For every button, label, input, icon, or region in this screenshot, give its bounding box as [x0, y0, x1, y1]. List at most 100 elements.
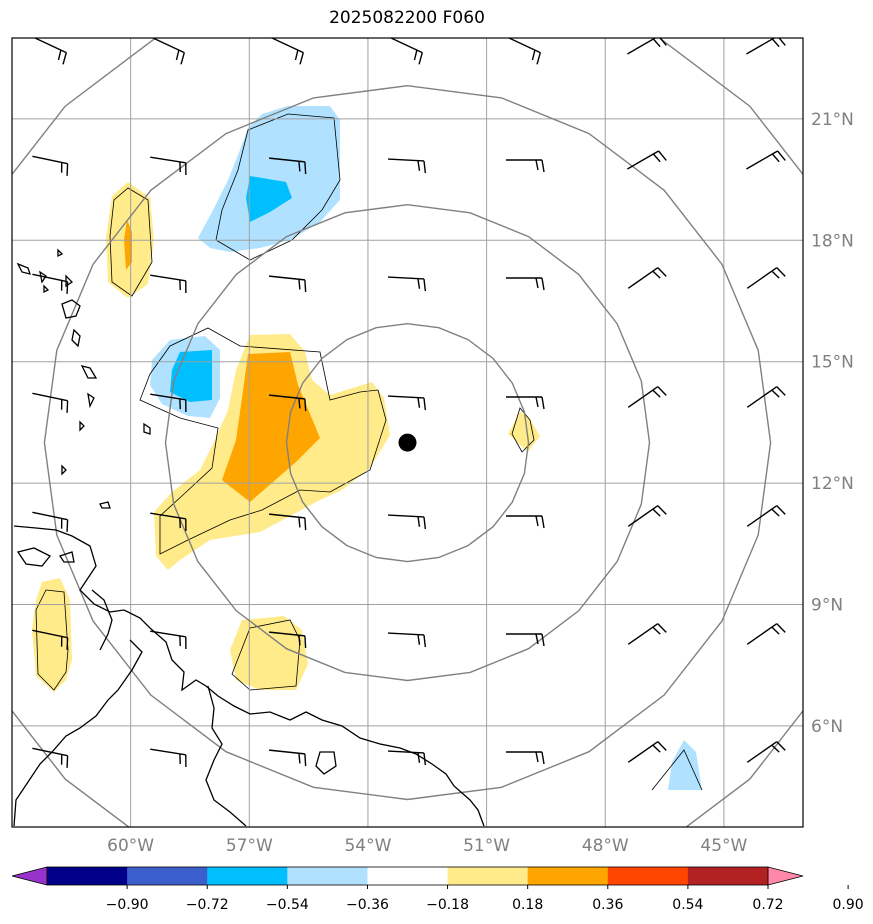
wind-barbs — [32, 38, 786, 768]
coast-islands-1 — [16, 248, 74, 294]
lat-tick-label: 21°N — [811, 110, 854, 130]
wind-barb — [746, 505, 786, 527]
contour-west — [139, 327, 387, 555]
wind-barb — [269, 157, 307, 175]
coast-islands-2 — [58, 299, 151, 563]
wind-barb — [627, 38, 667, 55]
wind-barb — [506, 515, 545, 529]
lon-tick-label: 45°W — [700, 836, 747, 856]
lat-tick-label: 6°N — [811, 717, 843, 737]
map-frame — [11, 37, 804, 828]
wind-barb — [627, 623, 667, 645]
wind-barb — [387, 750, 427, 766]
map-title: 2025082200 F060 — [329, 8, 485, 28]
coast-river-north — [91, 589, 113, 651]
colorbar-label: −0.90 — [106, 897, 149, 913]
wind-barb — [746, 38, 786, 55]
lon-tick-label: 51°W — [463, 836, 510, 856]
fill-negative-light-north — [198, 106, 340, 252]
wind-barb — [32, 629, 69, 650]
colorbar-segment — [367, 867, 449, 885]
anomaly-contours — [35, 113, 703, 791]
colorbar-segment — [447, 867, 529, 885]
lat-lon-gridlines — [12, 38, 803, 827]
wind-barb — [627, 505, 667, 527]
wind-barb — [746, 741, 786, 763]
storm-center-marker — [398, 433, 417, 452]
wind-barb — [269, 275, 307, 293]
coast-marajo — [315, 751, 337, 775]
wind-barb — [627, 741, 667, 763]
coast-river-east — [205, 685, 247, 827]
lon-tick-label: 60°W — [107, 836, 154, 856]
wind-barb — [151, 38, 185, 65]
wind-barb — [746, 150, 786, 170]
wind-barb — [150, 512, 187, 531]
colorbar-label: −0.54 — [266, 897, 309, 913]
colorbar-extend-min — [11, 866, 48, 886]
colorbar-segment — [287, 867, 368, 885]
colorbar-segment — [687, 867, 769, 885]
range-ring — [43, 84, 772, 801]
wind-barb — [32, 511, 69, 532]
lon-tick-label: 54°W — [344, 836, 391, 856]
lat-tick-label: 15°N — [811, 353, 854, 373]
colorbar-extend-max — [767, 866, 804, 886]
wind-barb — [387, 158, 427, 174]
colorbar-label: 0.90 — [833, 897, 864, 913]
wind-barb — [269, 513, 307, 531]
wind-barb — [387, 514, 427, 530]
wind-barb — [506, 633, 545, 647]
wind-barb — [32, 155, 69, 176]
coast-guiana-inland — [13, 639, 143, 827]
wind-barb — [150, 156, 187, 175]
colorbar-label: 0.54 — [672, 897, 703, 913]
contour-far-west — [35, 589, 69, 691]
longitude-tick-labels: 60°W 57°W 54°W 51°W 48°W 45°W — [107, 836, 747, 856]
range-ring — [285, 322, 530, 563]
wind-barb — [387, 632, 427, 648]
lat-tick-label: 12°N — [811, 474, 854, 494]
colorbar-segment — [127, 867, 208, 885]
contour-strip — [109, 187, 153, 297]
anomaly-fills — [32, 106, 702, 790]
colorbar-segment — [527, 867, 609, 885]
wind-barb — [746, 267, 786, 289]
contour-south — [231, 619, 301, 691]
colorbar: −0.90 −0.72 −0.54 −0.36 −0.18 0.18 0.36 0.54 0.7… — [11, 866, 864, 913]
wind-barb — [746, 386, 786, 408]
lon-tick-label: 57°W — [226, 836, 273, 856]
wind-barb — [150, 274, 187, 293]
colorbar-outline — [46, 866, 769, 886]
wind-barb — [269, 394, 307, 412]
wind-barb — [627, 150, 667, 170]
fill-positive-mid-main — [222, 352, 320, 502]
range-ring — [164, 203, 651, 682]
colorbar-label: 0.18 — [512, 897, 543, 913]
wind-barb — [33, 38, 67, 65]
colorbar-segment — [47, 867, 128, 885]
fill-negative-mid-north — [246, 176, 292, 222]
latitude-tick-labels: 6°N 9°N 12°N 15°N 18°N 21°N — [811, 110, 854, 737]
wind-barb — [389, 38, 423, 65]
wind-barb — [150, 630, 187, 649]
wind-barb — [506, 277, 545, 291]
fill-negative-mid-west — [170, 350, 212, 402]
wind-barb — [150, 393, 187, 412]
wind-barb — [32, 747, 69, 768]
wind-barb — [746, 623, 786, 645]
fill-positive-mid-strip — [124, 220, 132, 270]
wind-barb — [506, 159, 545, 173]
wind-barb — [32, 273, 69, 294]
wind-barb — [269, 749, 307, 767]
contour-north — [215, 113, 341, 261]
colorbar-label: −0.36 — [346, 897, 389, 913]
colorbar-label: 0.36 — [592, 897, 623, 913]
coast-trinidad — [16, 547, 52, 567]
lat-tick-label: 9°N — [811, 595, 843, 615]
wind-barb — [387, 276, 427, 292]
colorbar-label: −0.18 — [426, 897, 469, 913]
wind-barb — [507, 38, 541, 65]
